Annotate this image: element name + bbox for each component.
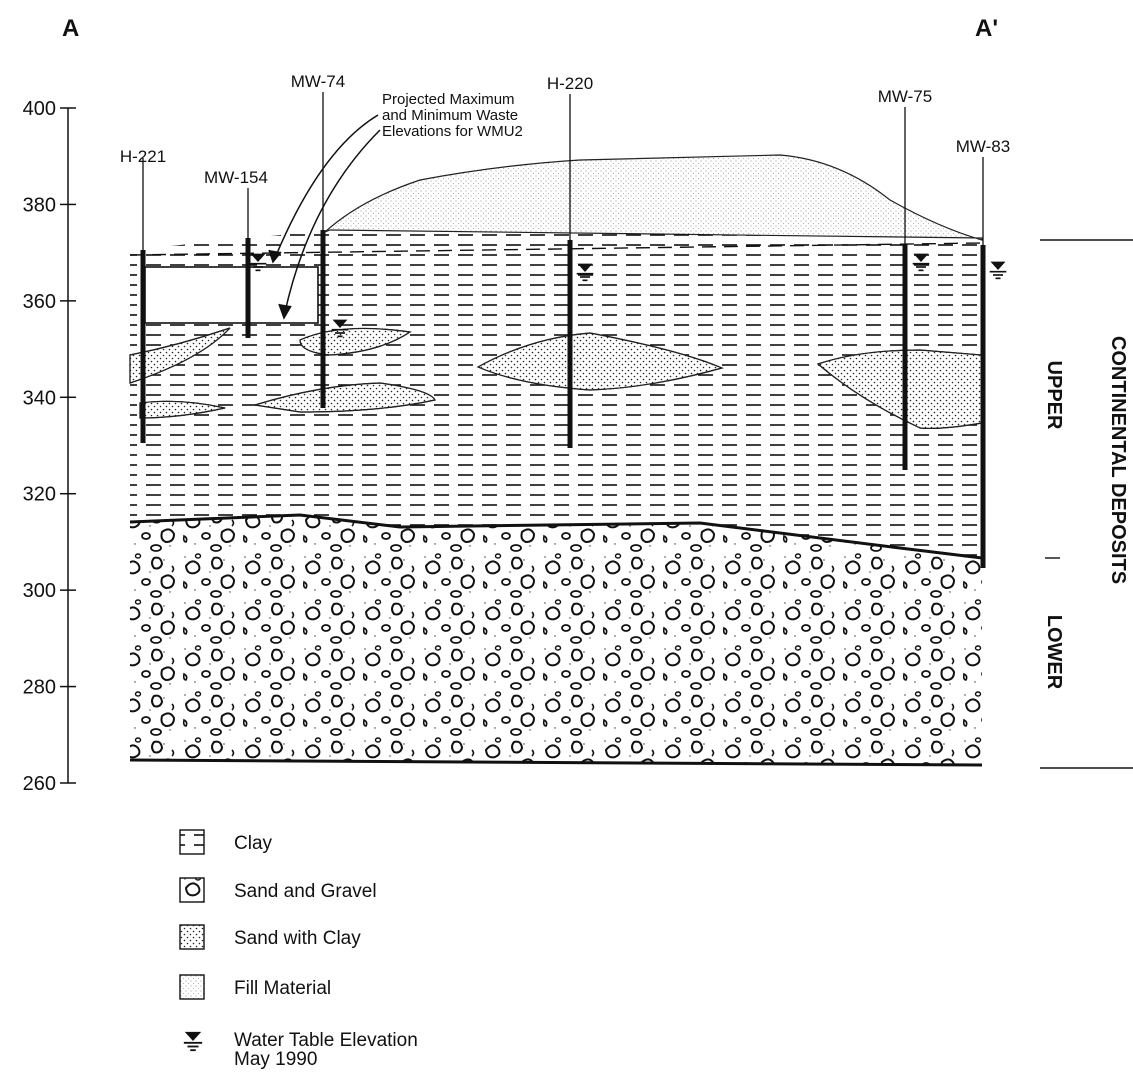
axis-tick-label: 300 bbox=[23, 580, 56, 602]
annotation: Elevations for WMU2 bbox=[382, 123, 523, 140]
well-label: H-221 bbox=[120, 147, 166, 166]
unit-dividers bbox=[1040, 239, 1133, 769]
axis-tick-label: 360 bbox=[23, 291, 56, 313]
axis-tick-label: 260 bbox=[23, 773, 56, 795]
legend-label: May 1990 bbox=[234, 1049, 317, 1070]
legend-label: Clay bbox=[234, 833, 273, 854]
annotation: and Minimum Waste bbox=[382, 107, 518, 124]
unit-lower: LOWER bbox=[1043, 615, 1065, 690]
fill-material bbox=[324, 154, 983, 241]
unit-group: CONTINENTAL DEPOSITS bbox=[1107, 336, 1129, 584]
legend-label: Water Table Elevation bbox=[234, 1030, 418, 1051]
axis-tick-label: 340 bbox=[23, 387, 56, 409]
legend-swatches bbox=[179, 829, 205, 1052]
annotation-arrows bbox=[268, 114, 381, 320]
gravel-base bbox=[129, 758, 983, 767]
well-label: MW-74 bbox=[291, 72, 345, 91]
section-end: A' bbox=[975, 15, 998, 42]
legend-label: Sand with Clay bbox=[234, 928, 361, 949]
wells bbox=[140, 92, 986, 568]
well-label: MW-75 bbox=[878, 87, 932, 106]
legend-label: Fill Material bbox=[234, 978, 331, 999]
clay bbox=[130, 230, 982, 558]
well-label: H-220 bbox=[547, 74, 593, 93]
legend-label: Sand and Gravel bbox=[234, 881, 377, 902]
waste-cell bbox=[144, 266, 319, 324]
axis-tick-label: 400 bbox=[23, 98, 56, 120]
gravel-top bbox=[129, 513, 983, 560]
well-label: MW-83 bbox=[956, 137, 1010, 156]
unit-upper: UPPER bbox=[1043, 361, 1065, 430]
sand-lenses bbox=[129, 327, 983, 430]
axis-tick-label: 380 bbox=[23, 194, 56, 216]
sand-and-gravel bbox=[130, 515, 982, 765]
section-start: A bbox=[62, 15, 79, 42]
well-label: MW-154 bbox=[204, 168, 268, 187]
axis-tick-label: 320 bbox=[23, 484, 56, 506]
annotation: Projected Maximum bbox=[382, 91, 515, 108]
axis-tick-label: 280 bbox=[23, 677, 56, 699]
